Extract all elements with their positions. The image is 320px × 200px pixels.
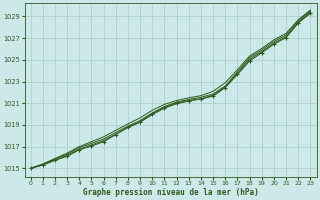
X-axis label: Graphe pression niveau de la mer (hPa): Graphe pression niveau de la mer (hPa) xyxy=(83,188,258,197)
